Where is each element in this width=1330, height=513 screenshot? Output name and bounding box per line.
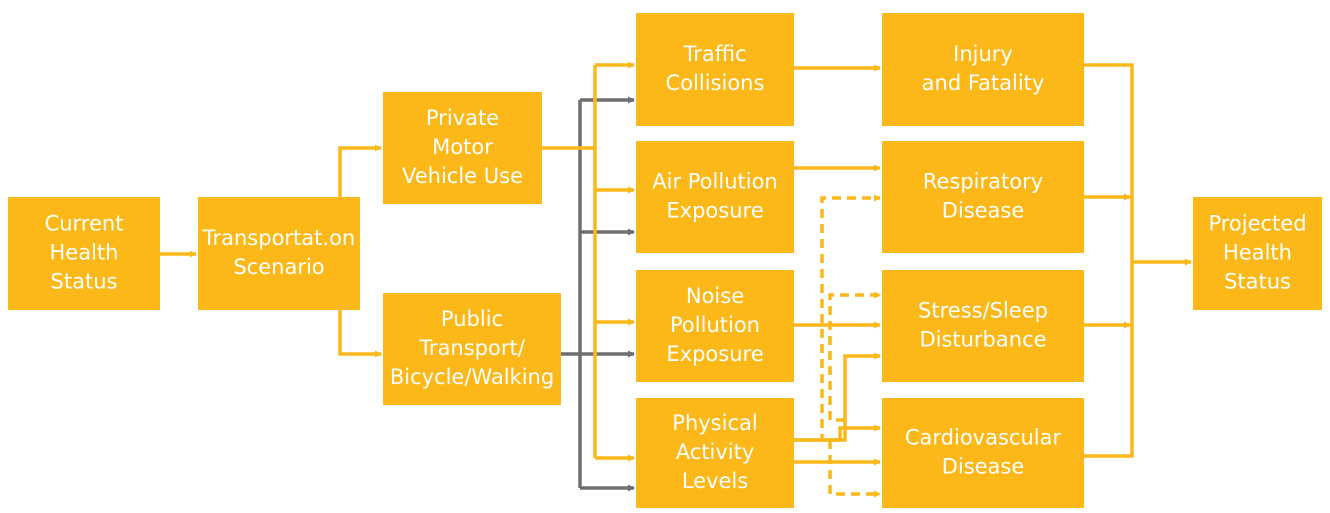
node-label: Disease: [942, 455, 1025, 479]
node-label: Physical: [672, 411, 757, 435]
node-label: Transportat.on: [202, 226, 355, 250]
node-label: Exposure: [666, 342, 763, 366]
node-label: Disturbance: [919, 328, 1046, 352]
node-label: Stress/Sleep: [918, 299, 1048, 323]
node-label: Scenario: [233, 255, 324, 279]
node-label: Disease: [942, 199, 1025, 223]
node-label: Traffic: [682, 42, 746, 66]
node-box: [636, 398, 794, 508]
node-label: Cardiovascular: [905, 426, 1062, 450]
arrow: [338, 310, 382, 358]
node-label: Air Pollution: [652, 170, 777, 194]
node-label: Collisions: [666, 71, 765, 95]
node-label: Motor: [432, 135, 493, 159]
node-label: Projected: [1208, 212, 1306, 236]
node-box: [882, 398, 1084, 508]
node-box: [383, 92, 542, 204]
node-box: [8, 197, 160, 310]
node-label: Status: [1224, 270, 1291, 294]
node-label: Private: [426, 106, 499, 130]
node-box: [882, 13, 1084, 126]
node-box: [383, 293, 561, 405]
node-label: Public: [441, 307, 503, 331]
node-label: Status: [51, 270, 118, 294]
arrow: [338, 144, 382, 197]
arrow: [794, 424, 881, 442]
node-box: [636, 270, 794, 382]
node-label: Activity: [676, 440, 755, 464]
node-box: [636, 13, 794, 126]
node-label: Current: [45, 212, 124, 236]
dashed-arrow: [828, 440, 881, 498]
node-label: Health: [1223, 241, 1292, 265]
node-label: Vehicle Use: [402, 164, 523, 188]
node-label: Injury: [953, 42, 1013, 66]
node-label: Health: [50, 241, 119, 265]
node-label: Respiratory: [923, 170, 1043, 194]
node-label: Noise: [686, 284, 744, 308]
node-box: [198, 197, 360, 310]
node-box: [882, 141, 1084, 253]
nodes: Current Health Status Transportat.on Scenari…: [8, 13, 1322, 508]
node-box: [1193, 197, 1322, 310]
node-label: Transport/: [418, 336, 526, 360]
node-label: and Fatality: [922, 71, 1045, 95]
dashed-arrow: [828, 291, 881, 422]
node-label: Exposure: [666, 199, 763, 223]
node-label: Levels: [682, 469, 748, 493]
node-label: Pollution: [670, 313, 760, 337]
node-box: [882, 270, 1084, 382]
connector: [1084, 63, 1134, 458]
node-box: [636, 141, 794, 253]
node-label: Bicycle/Walking: [390, 365, 554, 389]
connectors: [160, 61, 1192, 498]
